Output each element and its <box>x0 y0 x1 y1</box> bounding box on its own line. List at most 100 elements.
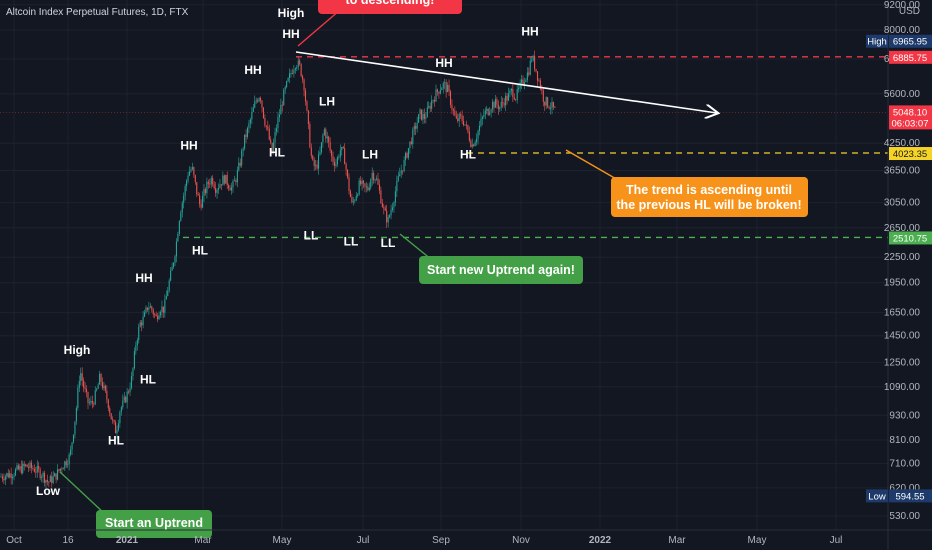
swing-label: High <box>64 343 91 357</box>
candle-body <box>0 476 2 478</box>
candle-body <box>265 125 267 127</box>
candle-body <box>306 101 308 111</box>
candle-body <box>32 467 34 469</box>
price-tick-label: 9200.00 <box>884 0 921 11</box>
candle-body <box>481 116 483 120</box>
candle-body <box>502 102 504 103</box>
candle-body <box>345 164 347 170</box>
candle-body <box>3 478 5 481</box>
candle-body <box>144 312 146 317</box>
candle-body <box>297 60 299 67</box>
candle-body <box>313 159 315 166</box>
trend-line[interactable] <box>295 51 717 113</box>
swing-label: Low <box>36 484 61 498</box>
candle-body <box>516 89 518 100</box>
candle-body <box>81 373 83 381</box>
candle-body <box>261 100 263 108</box>
time-axis[interactable]: Oct 16 2021 Mar May Jul Sep Nov 2022 Mar May Jul <box>0 529 932 546</box>
high-tag-value: 6965.95 <box>893 37 927 48</box>
candle-body <box>548 106 550 109</box>
candle-body <box>200 204 202 208</box>
swing-label: HH <box>180 139 197 153</box>
candle-body <box>393 202 395 208</box>
candle-body <box>296 66 298 69</box>
candle-body <box>471 144 473 147</box>
candle-body <box>509 90 511 94</box>
candle-body <box>347 169 349 178</box>
candle-body <box>552 101 554 107</box>
candle-body <box>480 119 482 126</box>
price-tick-label: 1650.00 <box>884 308 921 319</box>
candle-body <box>442 83 444 89</box>
candle-body <box>219 184 221 188</box>
candle-body <box>280 104 282 115</box>
candle-body <box>534 55 536 69</box>
candle-body <box>225 174 227 184</box>
candle-body <box>333 162 336 166</box>
candle-body <box>310 147 312 156</box>
candle-body <box>48 481 50 483</box>
callout-text: The trend is ascending until <box>626 183 792 197</box>
price-tick-label: 710.00 <box>889 459 920 470</box>
callout-pointer <box>399 233 433 261</box>
candle-body <box>422 113 424 120</box>
candle-body <box>344 148 346 165</box>
candle-body <box>547 97 549 107</box>
candle-body <box>454 110 456 116</box>
candle-body <box>368 187 370 191</box>
price-axis-bg <box>888 0 932 550</box>
price-tick-label: 5600.00 <box>884 89 921 100</box>
trend-line-arrow <box>295 51 717 113</box>
candle-body <box>464 124 466 126</box>
candle-body <box>362 180 365 184</box>
candle-body <box>361 180 363 185</box>
callout-box-green <box>419 256 583 284</box>
candle-body <box>152 309 154 315</box>
swing-label: HL <box>108 433 124 447</box>
callout-pointer <box>565 149 619 181</box>
candle-body <box>122 400 124 408</box>
candle-body <box>381 203 383 207</box>
price-tick-label: 530.00 <box>889 511 920 522</box>
candle-body <box>463 121 465 125</box>
candle-body <box>170 270 172 281</box>
candle-body <box>418 114 420 123</box>
candle-body <box>184 186 186 196</box>
candle-body <box>180 212 182 222</box>
candle-body <box>396 180 398 192</box>
callouts[interactable]: to descending! The trend is ascending unt… <box>59 0 808 538</box>
candle-body <box>436 89 438 92</box>
candle-body <box>74 421 76 435</box>
price-axis[interactable]: USD9200.008000.006800.005600.004250.0036… <box>866 0 932 550</box>
candle-body <box>383 206 385 209</box>
candle-body <box>284 87 286 90</box>
swing-label: LL <box>381 236 396 250</box>
candle-body <box>154 314 156 315</box>
candle-body <box>341 146 343 151</box>
candle-body <box>242 148 244 151</box>
candle-body <box>493 101 495 108</box>
candle-body <box>129 388 131 393</box>
callout-box-green <box>96 510 212 538</box>
candle-body <box>318 154 320 169</box>
candle-body <box>407 148 409 158</box>
candle-body <box>232 181 234 188</box>
candle-body <box>419 109 421 115</box>
candle-body <box>286 81 288 88</box>
candle-body <box>146 307 148 310</box>
candle-body <box>505 95 507 106</box>
candle-body <box>492 101 494 110</box>
candle-body <box>518 88 520 90</box>
candle-body <box>539 80 541 89</box>
candle-body <box>376 178 378 180</box>
candle-body <box>101 381 104 389</box>
candle-body <box>302 76 304 80</box>
candle-body <box>246 127 249 137</box>
candle-body <box>370 179 372 188</box>
candle-body <box>387 217 389 223</box>
candle-body <box>331 150 333 157</box>
candle-body <box>339 150 341 158</box>
candle-body <box>397 176 399 181</box>
candle-body <box>167 290 169 296</box>
